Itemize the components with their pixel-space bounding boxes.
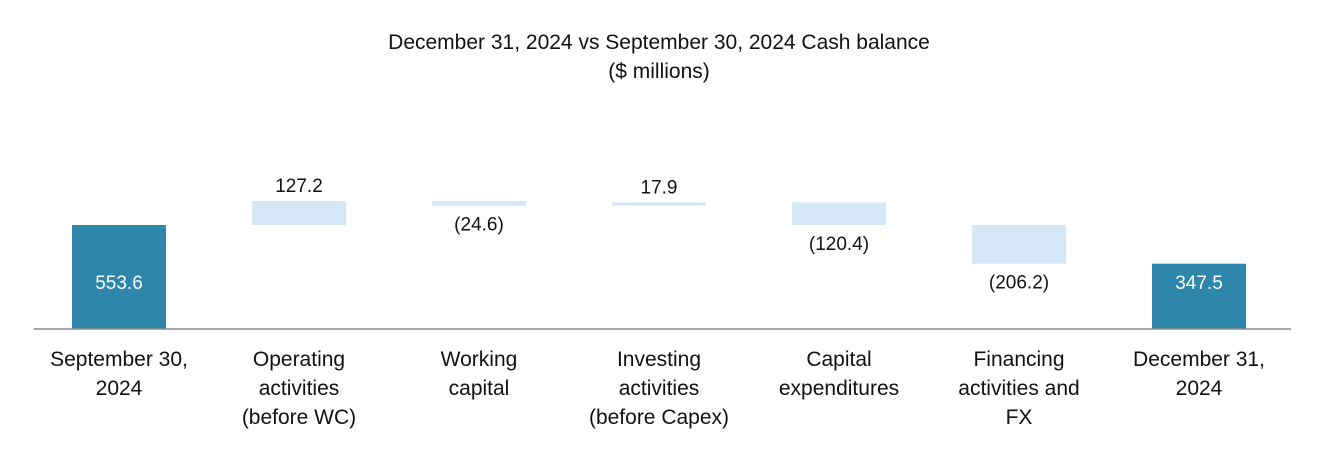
total-bar: [72, 225, 166, 329]
category-labels-layer: September 30, 2024 Operating activities (bef…: [50, 348, 1265, 429]
category-label: Financing activities and FX: [958, 348, 1079, 429]
category-label-line: activities: [259, 377, 340, 400]
category-label-line: 2024: [1176, 377, 1223, 400]
bars-layer: [72, 201, 1246, 329]
category-label-line: December 31,: [1133, 348, 1265, 371]
decrease-bar: [432, 201, 526, 206]
category-label-line: Financing: [973, 348, 1064, 371]
increase-bar: [252, 201, 346, 225]
category-label: Investing activities (before Capex): [589, 348, 729, 429]
category-label-line: expenditures: [779, 377, 899, 400]
decrease-bar: [972, 224, 1066, 264]
data-label: 17.9: [641, 177, 678, 198]
decrease-bar: [792, 202, 886, 225]
category-label-line: September 30,: [50, 348, 188, 371]
category-label-line: activities: [619, 377, 700, 400]
category-label: Capital expenditures: [779, 348, 899, 400]
category-label-line: activities and: [958, 377, 1079, 400]
data-label: (120.4): [809, 234, 869, 255]
chart-title: December 31, 2024 vs September 30, 2024 …: [388, 31, 930, 54]
increase-bar: [612, 202, 706, 206]
chart-subtitle: ($ millions): [608, 60, 710, 83]
data-label: 127.2: [275, 176, 323, 197]
category-label: September 30, 2024: [50, 348, 188, 400]
data-label: (206.2): [989, 273, 1049, 294]
data-label: (24.6): [454, 215, 504, 236]
category-label-line: Operating: [253, 348, 345, 371]
category-label-line: (before WC): [242, 406, 356, 429]
data-label: 553.6: [95, 273, 143, 294]
category-label-line: Investing: [617, 348, 701, 371]
category-label-line: 2024: [96, 377, 143, 400]
category-label: December 31, 2024: [1133, 348, 1265, 400]
category-label: Working capital: [441, 348, 518, 400]
data-label: 347.5: [1175, 273, 1223, 294]
category-label-line: Working: [441, 348, 518, 371]
category-label-line: (before Capex): [589, 406, 729, 429]
category-label-line: Capital: [806, 348, 871, 371]
data-labels-layer: 553.6 127.2 (24.6) 17.9 (120.4) (206.2) 347.5: [95, 176, 1223, 294]
category-label-line: FX: [1006, 406, 1033, 429]
category-label: Operating activities (before WC): [242, 348, 356, 429]
category-label-line: capital: [449, 377, 510, 400]
total-bar: [1152, 263, 1246, 329]
